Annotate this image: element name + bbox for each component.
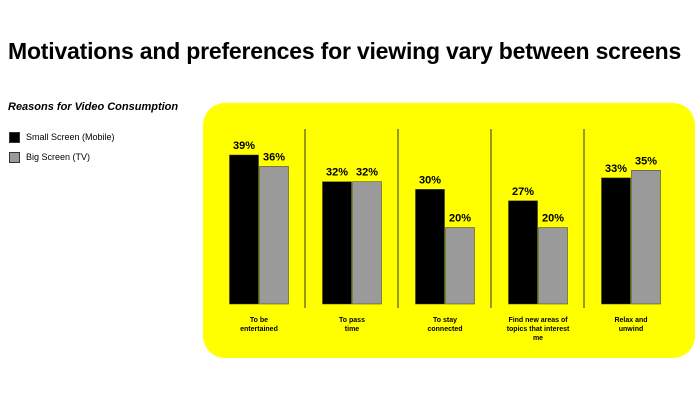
- legend-item-mobile: Small Screen (Mobile): [9, 127, 115, 147]
- bar-to-stay-connected-mobile: [415, 189, 445, 305]
- value-label-to-pass-time-tv: 32%: [356, 167, 378, 179]
- legend-label-mobile: Small Screen (Mobile): [26, 132, 115, 142]
- value-label-find-new-areas-of-topics-that-interest-me-mobile: 27%: [512, 186, 534, 198]
- bar-relax-and-unwind-tv: [631, 170, 661, 305]
- page-title: Motivations and preferences for viewing …: [8, 38, 682, 64]
- value-label-relax-and-unwind-tv: 35%: [635, 155, 657, 167]
- bar-to-pass-time-tv: [352, 181, 382, 305]
- legend-swatch-tv: [9, 151, 20, 163]
- category-label-find-new-areas-of-topics-that-interest-me: me: [533, 335, 543, 342]
- category-label-find-new-areas-of-topics-that-interest-me: topics that interest: [507, 326, 570, 333]
- category-label-to-be-entertained: To be: [250, 317, 268, 324]
- category-label-to-stay-connected: connected: [427, 326, 462, 333]
- category-label-relax-and-unwind: unwind: [619, 326, 644, 333]
- category-label-to-pass-time: To pass: [339, 317, 365, 324]
- category-label-relax-and-unwind: Relax and: [614, 317, 647, 324]
- chart-subtitle: Reasons for Video Consumption: [8, 101, 179, 113]
- bar-chart: 39% 36% To be entertained 32% 32% To pass time 3…: [229, 129, 661, 342]
- value-label-find-new-areas-of-topics-that-interest-me-tv: 20%: [542, 213, 564, 225]
- bar-relax-and-unwind-mobile: [601, 177, 631, 305]
- bar-to-be-entertained-tv: [259, 166, 289, 305]
- category-label-find-new-areas-of-topics-that-interest-me: Find new areas of: [508, 317, 568, 324]
- legend-swatch-mobile: [9, 131, 20, 143]
- legend-item-tv: Big Screen (TV): [9, 147, 115, 167]
- value-label-to-stay-connected-tv: 20%: [449, 213, 471, 225]
- category-label-to-stay-connected: To stay: [433, 317, 457, 324]
- value-label-to-stay-connected-mobile: 30%: [419, 174, 441, 186]
- bar-find-new-areas-of-topics-that-interest-me-tv: [538, 227, 568, 305]
- value-label-relax-and-unwind-mobile: 33%: [605, 163, 627, 175]
- chart-panel: 39% 36% To be entertained 32% 32% To pass time 3…: [203, 103, 695, 358]
- category-label-to-pass-time: time: [345, 326, 360, 333]
- legend: Small Screen (Mobile) Big Screen (TV): [9, 127, 115, 167]
- value-label-to-be-entertained-tv: 36%: [263, 151, 285, 163]
- category-label-to-be-entertained: entertained: [240, 326, 278, 333]
- bar-to-stay-connected-tv: [445, 227, 475, 305]
- bar-find-new-areas-of-topics-that-interest-me-mobile: [508, 200, 538, 305]
- value-label-to-pass-time-mobile: 32%: [326, 167, 348, 179]
- legend-label-tv: Big Screen (TV): [26, 152, 91, 162]
- bar-to-be-entertained-mobile: [229, 154, 259, 305]
- value-label-to-be-entertained-mobile: 39%: [233, 140, 255, 152]
- bar-to-pass-time-mobile: [322, 181, 352, 305]
